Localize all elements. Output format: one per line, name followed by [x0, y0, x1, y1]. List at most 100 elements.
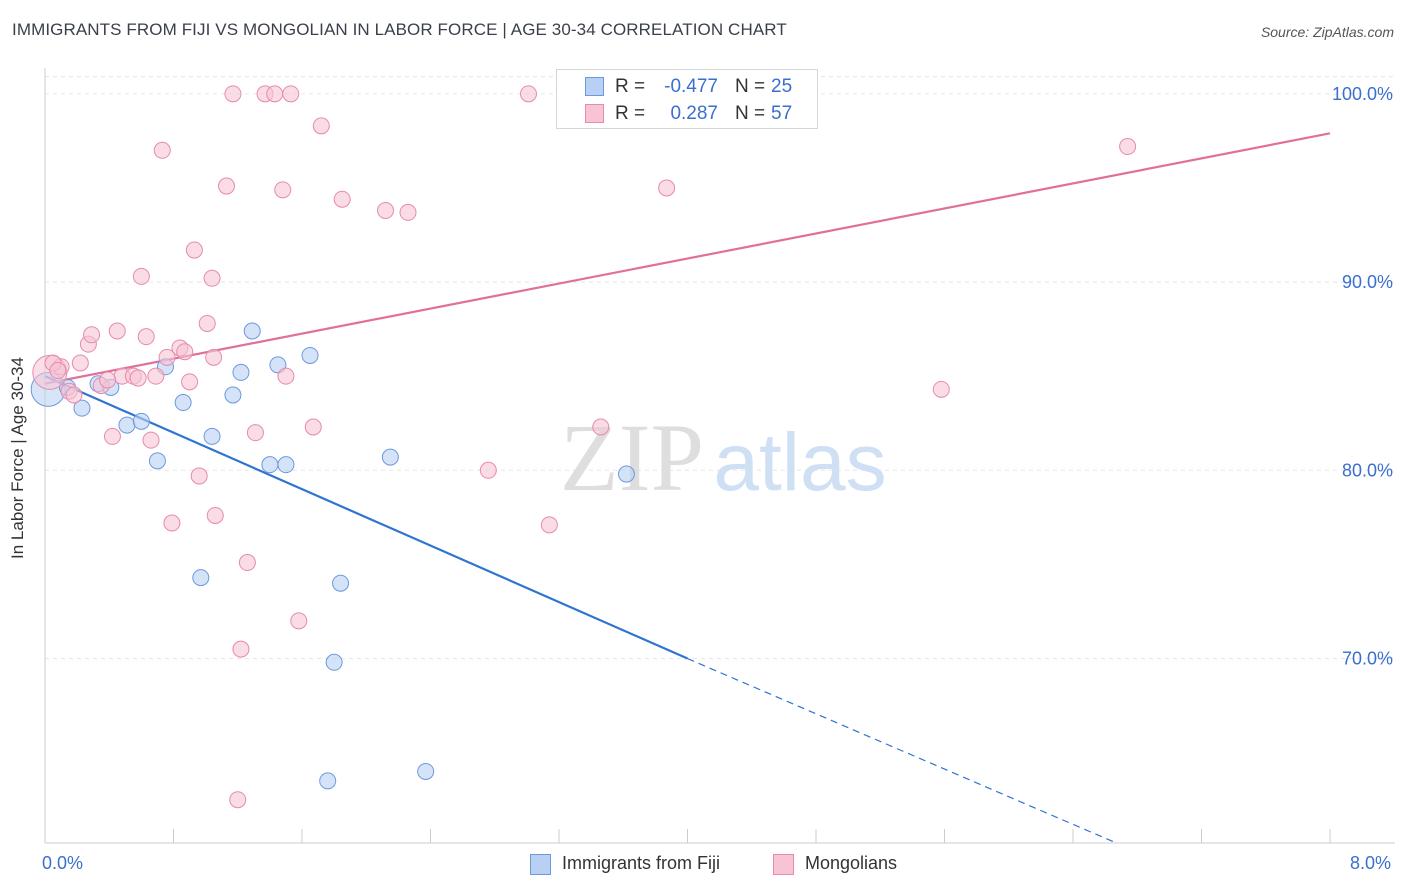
point-fiji — [332, 574, 350, 592]
point-fiji — [325, 653, 343, 671]
point-fiji — [243, 322, 261, 340]
point-mongolians — [163, 514, 181, 532]
point-mongolians — [277, 367, 295, 385]
point-mongolians — [49, 362, 67, 380]
legend-row-fiji: R = -0.477 N = 25 — [557, 74, 817, 100]
y-tick-labels: 70.0% 80.0% 90.0% 100.0% — [1332, 84, 1393, 669]
point-mongolians — [224, 85, 242, 103]
point-mongolians — [266, 85, 284, 103]
point-mongolians — [218, 177, 236, 195]
x-tick-label-max: 8.0% — [1350, 853, 1392, 873]
point-mongolians — [238, 554, 256, 572]
point-mongolians — [229, 791, 247, 809]
point-mongolians — [592, 418, 610, 436]
watermark-zip: ZIP — [560, 404, 704, 511]
legend-label-mongolians: Mongolians — [805, 853, 898, 873]
point-mongolians — [246, 424, 264, 442]
point-mongolians — [282, 85, 300, 103]
point-mongolians — [399, 203, 417, 221]
source-label: Source: ZipAtlas.com — [1260, 24, 1394, 40]
trend-line-mongolians — [44, 132, 1331, 385]
point-mongolians — [103, 427, 121, 445]
point-mongolians — [181, 373, 199, 391]
point-fiji — [232, 363, 250, 381]
y-tick-label: 70.0% — [1342, 649, 1393, 669]
point-mongolians — [290, 612, 308, 630]
point-fiji — [277, 456, 295, 474]
point-mongolians — [176, 343, 194, 361]
point-mongolians — [377, 202, 395, 220]
point-mongolians — [274, 181, 292, 199]
legend-row-mongolians: R = 0.287 N = 57 — [557, 101, 817, 127]
point-fiji — [174, 394, 192, 412]
point-mongolians — [83, 326, 101, 344]
legend-swatch-fiji — [530, 854, 551, 875]
point-fiji — [417, 762, 435, 780]
trend-line-fiji-extension — [687, 657, 1117, 844]
point-mongolians — [132, 267, 150, 285]
point-fiji — [617, 465, 635, 483]
data-points — [30, 85, 1137, 809]
legend-n-value: 25 — [771, 76, 793, 97]
point-mongolians — [206, 506, 224, 524]
y-tick-label: 90.0% — [1342, 272, 1393, 292]
point-mongolians — [333, 190, 351, 208]
point-mongolians — [1119, 138, 1137, 156]
point-mongolians — [479, 461, 497, 479]
y-tick-label: 80.0% — [1342, 460, 1393, 480]
point-mongolians — [129, 369, 147, 387]
legend-r-label: R = — [615, 76, 646, 97]
watermark: ZIP atlas — [560, 404, 887, 511]
legend-swatch-mongolians — [585, 104, 604, 123]
legend-n-label: N = — [735, 103, 766, 124]
point-mongolians — [65, 386, 83, 404]
point-mongolians — [185, 241, 203, 259]
point-fiji — [261, 456, 279, 474]
legend-n-label: N = — [735, 76, 766, 97]
legend-label-fiji: Immigrants from Fiji — [562, 853, 721, 873]
point-fiji — [118, 416, 136, 434]
trend-lines — [44, 132, 1331, 844]
point-mongolians — [205, 348, 223, 366]
point-mongolians — [158, 348, 176, 366]
point-mongolians — [190, 467, 208, 485]
point-mongolians — [137, 328, 155, 346]
point-fiji — [203, 427, 221, 445]
legend-n-value: 57 — [771, 103, 793, 124]
correlation-legend: R = -0.477 N = 25 R = 0.287 N = 57 — [556, 69, 818, 129]
point-mongolians — [198, 314, 216, 332]
y-axis-label: In Labor Force | Age 30-34 — [8, 357, 27, 559]
watermark-atlas: atlas — [713, 417, 886, 508]
y-tick-label: 100.0% — [1332, 84, 1393, 104]
axes — [44, 68, 1395, 844]
legend-r-value: 0.287 — [670, 103, 718, 124]
point-mongolians — [71, 354, 89, 372]
point-mongolians — [540, 516, 558, 534]
point-fiji — [224, 386, 242, 404]
legend-swatch-mongolians — [773, 854, 794, 875]
legend-swatch-fiji — [585, 77, 604, 96]
point-fiji — [192, 569, 210, 587]
point-mongolians — [932, 380, 950, 398]
point-mongolians — [142, 431, 160, 449]
legend-r-label: R = — [615, 103, 646, 124]
point-fiji — [148, 452, 166, 470]
series-legend: Immigrants from Fiji Mongolians — [0, 852, 1406, 878]
x-tick-label-min: 0.0% — [42, 853, 84, 873]
point-mongolians — [108, 322, 126, 340]
point-mongolians — [99, 371, 117, 389]
point-mongolians — [203, 269, 221, 287]
point-mongolians — [304, 418, 322, 436]
point-fiji — [381, 448, 399, 466]
legend-r-value: -0.477 — [664, 76, 718, 97]
point-mongolians — [232, 640, 250, 658]
point-fiji — [301, 346, 319, 364]
point-fiji — [132, 412, 150, 430]
point-mongolians — [153, 141, 171, 159]
point-fiji — [319, 772, 337, 790]
point-mongolians — [312, 117, 330, 135]
point-mongolians — [519, 85, 537, 103]
point-mongolians — [147, 367, 165, 385]
point-mongolians — [658, 179, 676, 197]
